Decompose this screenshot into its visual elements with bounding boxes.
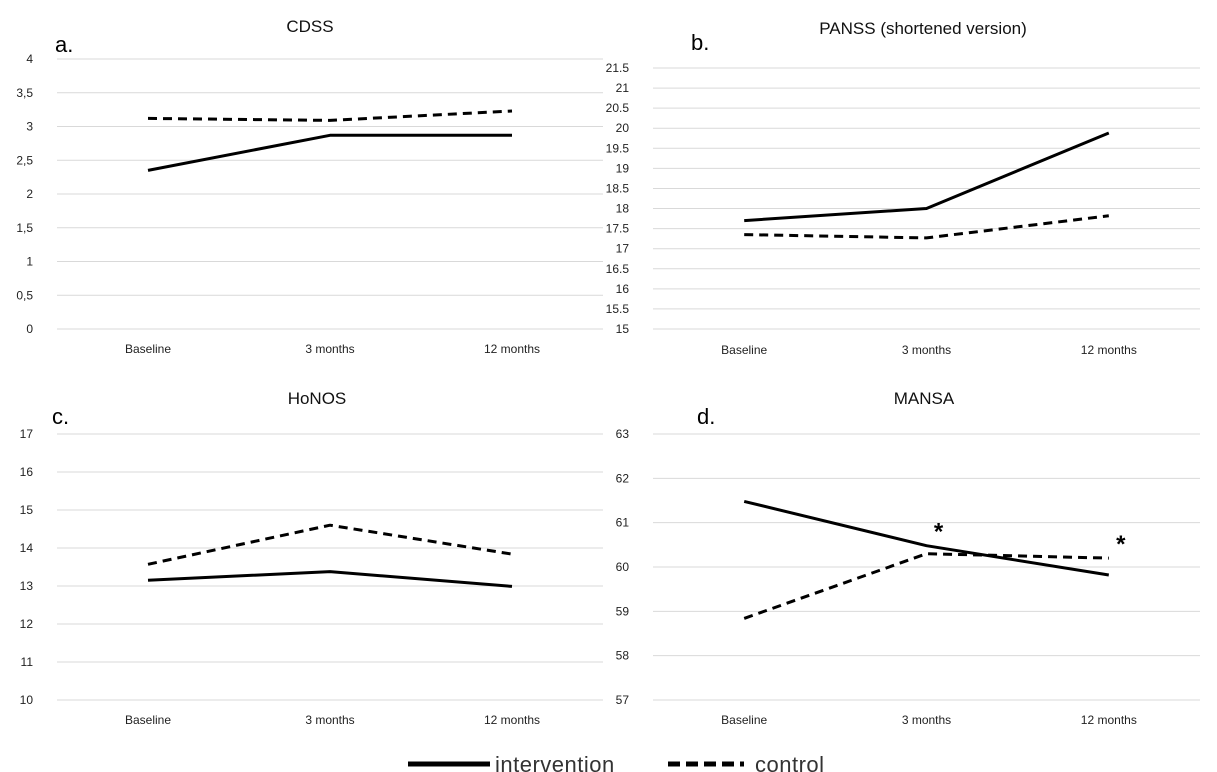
y-tick-label: 0 bbox=[26, 322, 33, 336]
x-tick-label: 12 months bbox=[484, 342, 540, 356]
y-tick-label: 19.5 bbox=[606, 141, 630, 155]
y-tick-label: 60 bbox=[616, 560, 630, 574]
y-tick-label: 63 bbox=[616, 427, 630, 441]
y-tick-label: 19 bbox=[616, 161, 630, 175]
x-tick-label: 3 months bbox=[902, 343, 951, 357]
chart-panel-2: 15 15.5 16 16.5 17 17.5 18 18.5 19 19.5 20 20.5 21 21… bbox=[606, 19, 1200, 357]
y-tick-label: 12 bbox=[20, 617, 34, 631]
y-tick-label: 11 bbox=[21, 655, 34, 669]
x-tick-label: 3 months bbox=[305, 342, 354, 356]
y-tick-label: 14 bbox=[20, 541, 34, 555]
y-tick-label: 61 bbox=[616, 516, 630, 530]
series-line-control bbox=[147, 523, 513, 566]
series-line-control bbox=[744, 214, 1109, 240]
x-tick-label: Baseline bbox=[721, 343, 767, 357]
y-tick-label: 18 bbox=[616, 202, 630, 216]
chart-panel-1: 0 0,5 1 1,5 2 2,5 3 3,5 4 Baseline 3 months 12 mont… bbox=[16, 17, 603, 356]
y-tick-label: 1 bbox=[26, 255, 33, 269]
panel-letter: d. bbox=[697, 404, 715, 429]
series-line-control bbox=[147, 109, 513, 122]
chart-title: MANSA bbox=[894, 389, 955, 408]
legend-label-intervention: intervention bbox=[495, 752, 615, 772]
y-tick-label: 3 bbox=[26, 120, 33, 134]
series-line-intervention bbox=[743, 499, 1110, 577]
y-tick-label: 17.5 bbox=[606, 222, 630, 236]
legend: intervention control bbox=[408, 752, 825, 772]
y-tick-label: 18.5 bbox=[606, 181, 630, 195]
x-tick-label: 12 months bbox=[1081, 713, 1137, 727]
chart-panel-3: 10 11 12 13 14 15 16 17 Baseline 3 months 12 month… bbox=[20, 389, 603, 727]
y-tick-label: 21 bbox=[616, 81, 630, 95]
x-tick-label: Baseline bbox=[125, 713, 171, 727]
significance-marker: * bbox=[1116, 531, 1126, 558]
y-tick-label: 20 bbox=[616, 121, 630, 135]
series-line-intervention bbox=[147, 133, 512, 172]
panel-letter: b. bbox=[691, 30, 709, 55]
y-tick-label: 2 bbox=[26, 187, 33, 201]
y-tick-label: 16 bbox=[616, 282, 630, 296]
y-tick-label: 2,5 bbox=[16, 153, 33, 167]
y-tick-label: 20.5 bbox=[606, 101, 630, 115]
y-tick-label: 16 bbox=[20, 465, 34, 479]
x-tick-label: Baseline bbox=[721, 713, 767, 727]
panel-letter: a. bbox=[55, 32, 73, 57]
series-line-intervention bbox=[744, 131, 1110, 223]
y-tick-label: 15 bbox=[616, 322, 630, 336]
y-tick-label: 58 bbox=[616, 649, 630, 663]
panel-letter: c. bbox=[52, 404, 69, 429]
chart-title: HoNOS bbox=[288, 389, 347, 408]
significance-marker: * bbox=[934, 519, 944, 546]
series-line-intervention bbox=[147, 570, 513, 588]
y-tick-label: 17 bbox=[20, 427, 34, 441]
y-tick-label: 13 bbox=[20, 579, 34, 593]
y-tick-label: 62 bbox=[616, 471, 630, 485]
x-tick-label: 12 months bbox=[484, 713, 540, 727]
x-tick-label: Baseline bbox=[125, 342, 171, 356]
y-tick-label: 15.5 bbox=[606, 302, 630, 316]
y-tick-label: 3,5 bbox=[16, 86, 33, 100]
y-tick-label: 59 bbox=[616, 604, 630, 618]
chart-title: CDSS bbox=[286, 17, 333, 36]
y-tick-label: 21.5 bbox=[606, 61, 630, 75]
y-tick-label: 17 bbox=[616, 242, 630, 256]
chart-panel-4: 57 58 59 60 61 62 63 Baseline 3 months 12 months M… bbox=[616, 389, 1200, 727]
x-tick-label: 3 months bbox=[305, 713, 354, 727]
chart-title: PANSS (shortened version) bbox=[819, 19, 1027, 38]
y-tick-label: 0,5 bbox=[16, 288, 33, 302]
y-tick-label: 10 bbox=[20, 693, 34, 707]
y-tick-label: 57 bbox=[616, 693, 630, 707]
series-line-control bbox=[743, 552, 1109, 620]
y-tick-label: 15 bbox=[20, 503, 34, 517]
y-tick-label: 16.5 bbox=[606, 262, 630, 276]
x-tick-label: 3 months bbox=[902, 713, 951, 727]
legend-label-control: control bbox=[755, 752, 825, 772]
y-tick-label: 1,5 bbox=[16, 221, 33, 235]
y-tick-label: 4 bbox=[26, 52, 33, 66]
x-tick-label: 12 months bbox=[1081, 343, 1137, 357]
